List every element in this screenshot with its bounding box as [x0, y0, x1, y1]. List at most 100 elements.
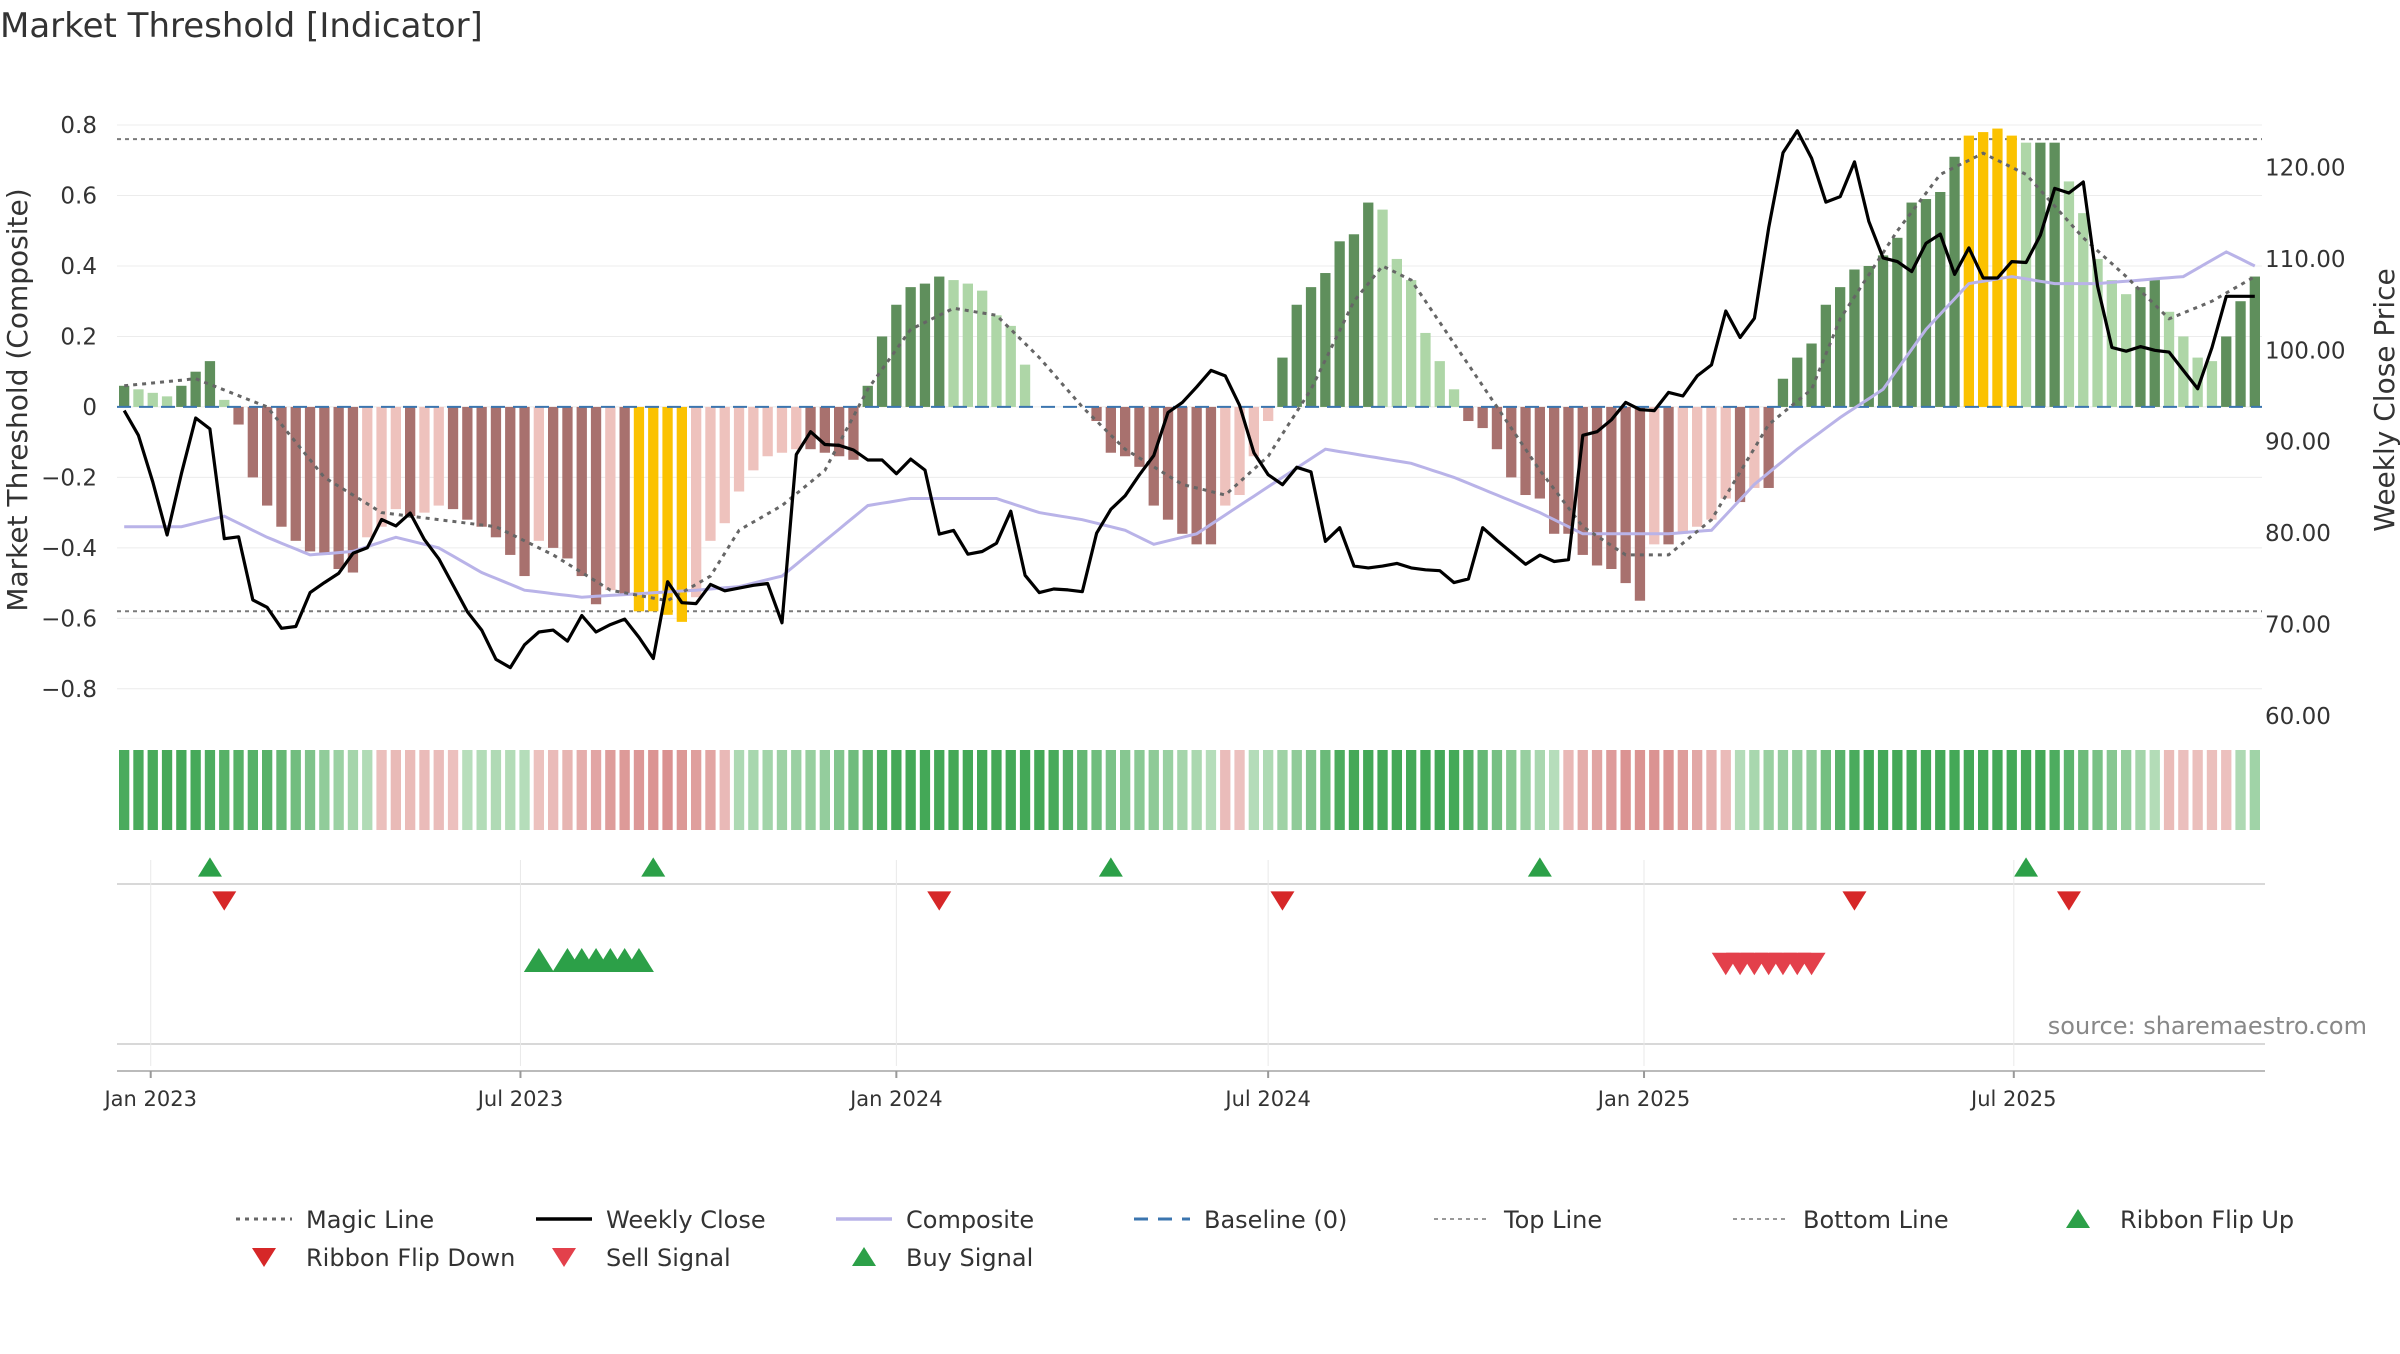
- ribbon-cell: [1248, 750, 1259, 830]
- ribbon-cell: [1048, 750, 1059, 830]
- ribbon-flip-up-marker: [1527, 857, 1552, 877]
- ribbon-cell: [2235, 750, 2246, 830]
- left-tick-label: 0.2: [60, 324, 97, 350]
- composite-bar: [347, 406, 359, 573]
- ribbon-cell: [590, 750, 602, 830]
- composite-bar: [1105, 406, 1116, 453]
- date-tick-label: Jan 2023: [102, 1087, 197, 1111]
- ribbon-cell: [2249, 750, 2260, 830]
- composite-bar: [1692, 406, 1703, 527]
- legend-marker: [852, 1247, 876, 1266]
- ribbon-cell: [948, 750, 959, 830]
- ribbon-cell: [2078, 750, 2089, 830]
- composite-bar: [2020, 142, 2032, 407]
- legend-label: Bottom Line: [1803, 1206, 1949, 1234]
- ribbon-cell: [876, 750, 888, 830]
- ribbon-cell: [1334, 750, 1345, 830]
- ribbon-cell: [490, 750, 502, 830]
- ribbon-cell: [1620, 750, 1631, 830]
- ribbon-cell: [1634, 750, 1646, 830]
- composite-bar: [1849, 269, 1860, 407]
- ribbon-cell: [1534, 750, 1545, 830]
- date-tick-label: Jan 2025: [1596, 1087, 1691, 1111]
- composite-bar: [1949, 156, 1960, 407]
- ribbon-cell: [1706, 750, 1717, 830]
- ribbon-cell: [2121, 750, 2132, 830]
- ribbon-cell: [762, 750, 773, 830]
- composite-bar: [262, 406, 273, 506]
- ribbon-cell: [2049, 750, 2060, 830]
- ribbon-flip-down-marker: [2056, 891, 2081, 911]
- legend-label: Ribbon Flip Up: [2120, 1206, 2294, 1234]
- ribbon-cell: [405, 750, 416, 830]
- ribbon-cell: [219, 750, 230, 830]
- ribbon-cell: [2221, 750, 2232, 830]
- ribbon-cell: [791, 750, 802, 830]
- buy-signal-marker: [623, 948, 654, 972]
- composite-bar: [219, 399, 230, 407]
- trend-ribbon: [119, 750, 2260, 830]
- ribbon-cell: [1520, 750, 1531, 830]
- composite-bar: [1763, 406, 1774, 488]
- composite-bar: [405, 406, 416, 517]
- composite-bar: [2035, 142, 2046, 407]
- composite-bar: [2163, 311, 2175, 407]
- right-tick-label: 120.00: [2265, 155, 2345, 181]
- legend-label: Buy Signal: [906, 1244, 1033, 1272]
- composite-bar: [1448, 389, 1460, 407]
- right-axis-title: Weekly Close Price: [2368, 268, 2400, 531]
- legend-label: Weekly Close: [606, 1206, 766, 1234]
- left-axis-title: Market Threshold (Composite): [1, 188, 34, 611]
- ribbon-cell: [1920, 750, 1932, 830]
- composite-bar: [1406, 280, 1417, 407]
- ribbon-cell: [1406, 750, 1417, 830]
- ribbon-cell: [1220, 750, 1231, 830]
- legend-label: Magic Line: [306, 1206, 434, 1234]
- composite-bar: [905, 287, 916, 407]
- ribbon-cell: [519, 750, 530, 830]
- ribbon-cell: [333, 750, 344, 830]
- composite-bar: [1120, 406, 1131, 457]
- left-tick-label: −0.4: [41, 536, 97, 562]
- composite-bar: [419, 406, 430, 513]
- composite-bar: [1720, 406, 1731, 499]
- ribbon-cell: [161, 750, 173, 830]
- ribbon-cell: [748, 750, 759, 830]
- ribbon-cell: [2192, 750, 2203, 830]
- ribbon-cell: [1749, 750, 1760, 830]
- chart-title: Market Threshold [Indicator]: [0, 6, 483, 46]
- ribbon-cell: [1177, 750, 1188, 830]
- ribbon-cell: [347, 750, 359, 830]
- composite-bar: [333, 406, 344, 570]
- legend-marker: [252, 1248, 276, 1267]
- right-tick-label: 90.00: [2265, 430, 2331, 456]
- composite-bar: [1734, 406, 1746, 503]
- composite-bar: [1506, 406, 1517, 478]
- ribbon-cell: [691, 750, 702, 830]
- ribbon-cell: [2035, 750, 2046, 830]
- composite-bar: [2149, 280, 2160, 407]
- ribbon-cell: [1692, 750, 1703, 830]
- date-tick-label: Jul 2024: [1223, 1087, 1310, 1111]
- composite-bar: [1777, 378, 1789, 407]
- composite-bar: [447, 406, 459, 510]
- composite-bar: [1563, 406, 1574, 534]
- composite-bar: [1906, 202, 1917, 407]
- composite-bar: [1434, 361, 1445, 407]
- ribbon-cell: [505, 750, 516, 830]
- composite-bar: [948, 280, 959, 407]
- ribbon-cell: [147, 750, 158, 830]
- ribbon-cell: [1134, 750, 1145, 830]
- composite-bar: [1305, 287, 1317, 407]
- ribbon-cell: [1105, 750, 1116, 830]
- composite-bar: [1162, 406, 1174, 520]
- ribbon-cell: [1205, 750, 1217, 830]
- composite-bar: [1649, 406, 1660, 545]
- right-tick-label: 100.00: [2265, 338, 2345, 364]
- ribbon-cell: [1120, 750, 1131, 830]
- weekly-close-line: [122, 129, 2255, 670]
- composite-bar: [533, 406, 544, 541]
- composite-bar: [719, 406, 730, 524]
- magic-line: [124, 151, 2256, 603]
- ribbon-cell: [991, 750, 1002, 830]
